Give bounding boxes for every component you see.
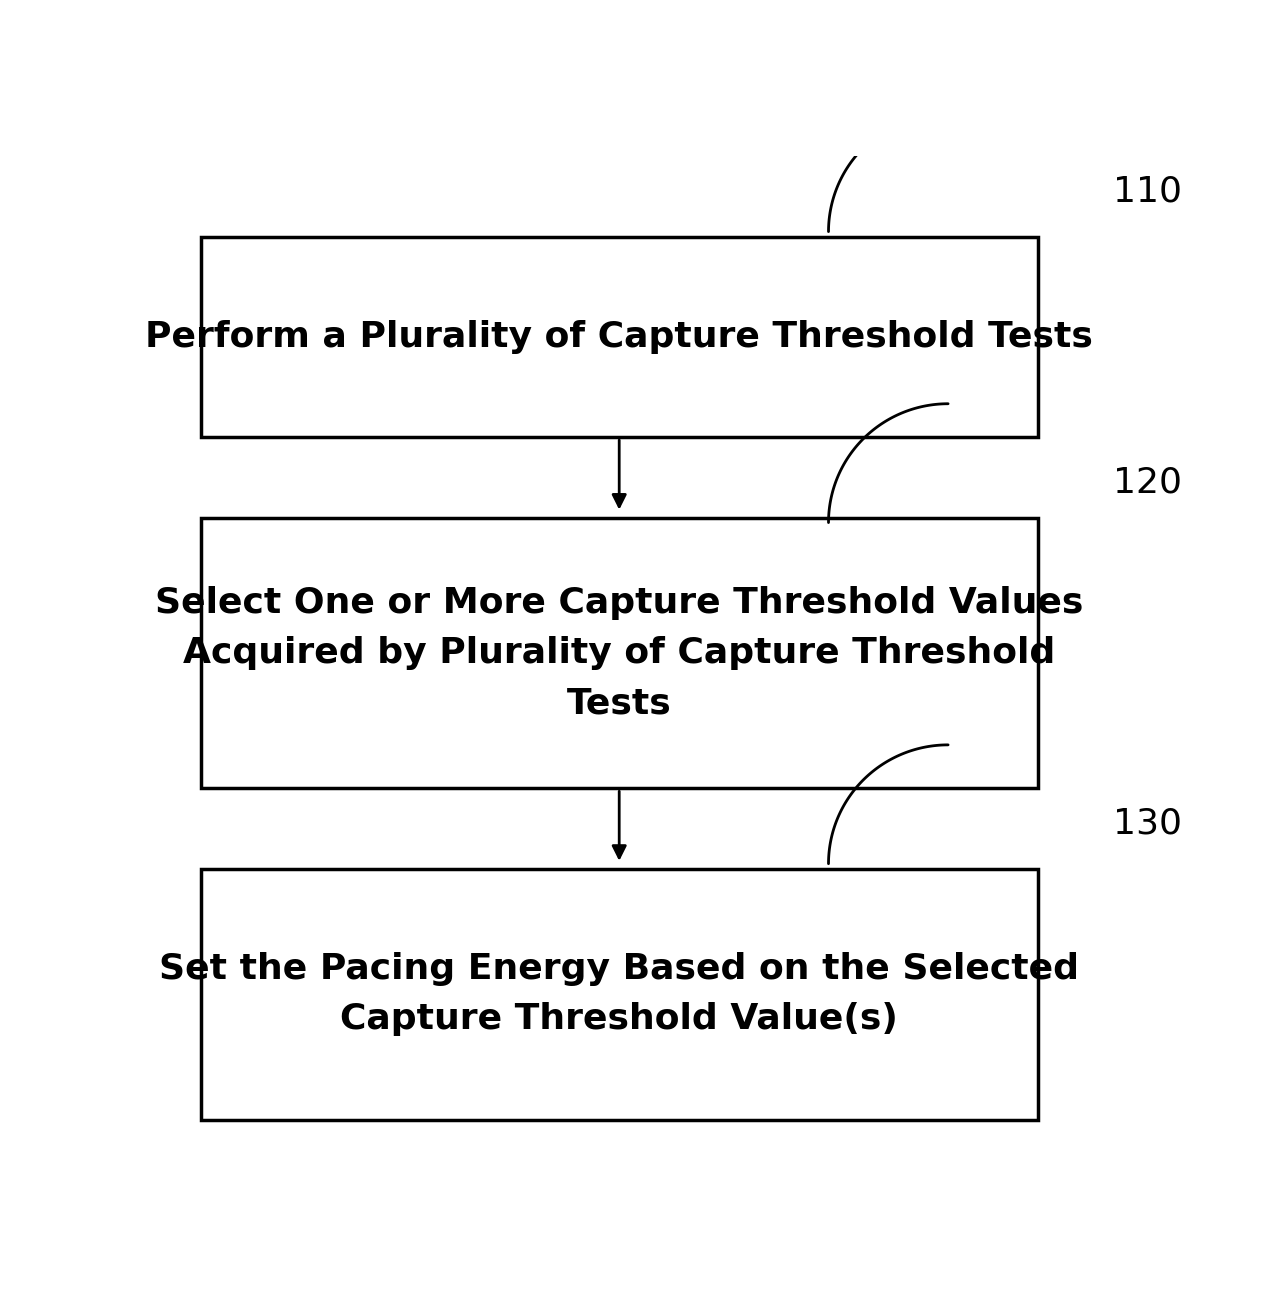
- Bar: [201, 237, 1038, 438]
- Text: Perform a Plurality of Capture Threshold Tests: Perform a Plurality of Capture Threshold…: [145, 321, 1093, 354]
- Bar: [201, 869, 1038, 1119]
- Text: 120: 120: [1112, 465, 1182, 499]
- Bar: [201, 517, 1038, 788]
- Text: Select One or More Capture Threshold Values
Acquired by Plurality of Capture Thr: Select One or More Capture Threshold Val…: [156, 586, 1083, 721]
- Text: Set the Pacing Energy Based on the Selected
Capture Threshold Value(s): Set the Pacing Energy Based on the Selec…: [159, 952, 1079, 1036]
- Text: 130: 130: [1112, 807, 1182, 840]
- Text: 110: 110: [1112, 175, 1182, 208]
